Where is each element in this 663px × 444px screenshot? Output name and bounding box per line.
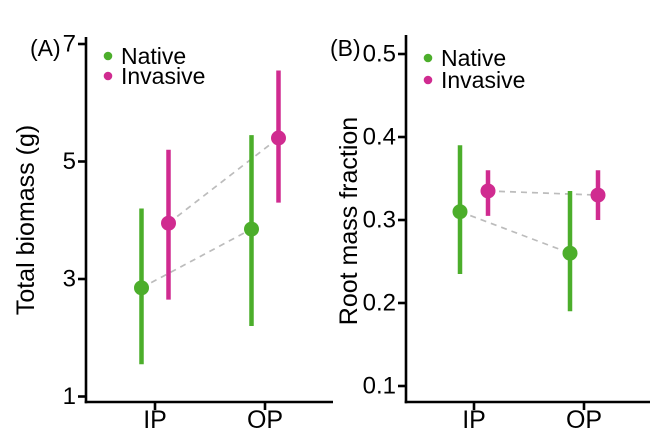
- data-point-invasive-op: [590, 187, 606, 203]
- legend-swatch-native-icon: [423, 53, 433, 63]
- panel-b: 0.1 0.2 0.3 0.4 0.5 IP OP (B) Root mass fraction…: [330, 35, 650, 434]
- data-point-invasive-op: [271, 130, 286, 146]
- legend-swatch-invasive-icon: [103, 71, 113, 81]
- legend-item: Invasive: [103, 63, 205, 89]
- y-tick-label: 0.1: [363, 373, 396, 400]
- y-axis-title: Root mass fraction: [335, 117, 363, 325]
- legend-swatch-native-icon: [103, 51, 113, 61]
- x-tick-label: IP: [143, 406, 167, 434]
- panel-a: 1 3 5 7 IP OP (A) Total biomass (g) NativeInvasi…: [12, 31, 333, 434]
- y-tick-label: 1: [63, 383, 76, 410]
- y-axis-title: Total biomass (g): [12, 125, 40, 315]
- trend-connector-native: [459, 210, 571, 254]
- data-point-invasive-ip: [161, 215, 176, 231]
- legend-swatch-invasive-icon: [423, 75, 433, 85]
- y-tick-label: 0.4: [363, 124, 396, 151]
- legend-label: Invasive: [441, 67, 525, 93]
- y-tick-label: 7: [63, 31, 76, 58]
- legend-item: Native: [423, 45, 506, 71]
- y-tick-label: 0.2: [363, 290, 396, 317]
- trend-connector-invasive: [487, 190, 599, 196]
- y-tick-label: 0.5: [363, 41, 396, 68]
- y-tick-label: 3: [63, 266, 76, 293]
- y-tick-label: 5: [63, 148, 76, 175]
- legend-item: Invasive: [423, 67, 525, 93]
- data-point-native-op: [562, 245, 578, 261]
- legend-label: Native: [121, 43, 186, 69]
- panel-label: (B): [330, 35, 361, 61]
- data-point-native-ip: [452, 204, 468, 220]
- y-tick-label: 0.3: [363, 207, 396, 234]
- legend-label: Native: [441, 45, 506, 71]
- data-point-native-op: [244, 221, 259, 237]
- legend-label: Invasive: [121, 63, 205, 89]
- data-point-invasive-ip: [480, 183, 496, 199]
- x-tick-label: OP: [566, 406, 602, 434]
- trend-connector-invasive: [167, 137, 280, 224]
- legend-item: Native: [103, 43, 186, 69]
- trend-connector-native: [141, 228, 252, 289]
- x-tick-label: OP: [247, 406, 283, 434]
- x-tick-label: IP: [462, 406, 486, 434]
- data-point-native-ip: [134, 280, 149, 296]
- panel-label: (A): [30, 35, 61, 61]
